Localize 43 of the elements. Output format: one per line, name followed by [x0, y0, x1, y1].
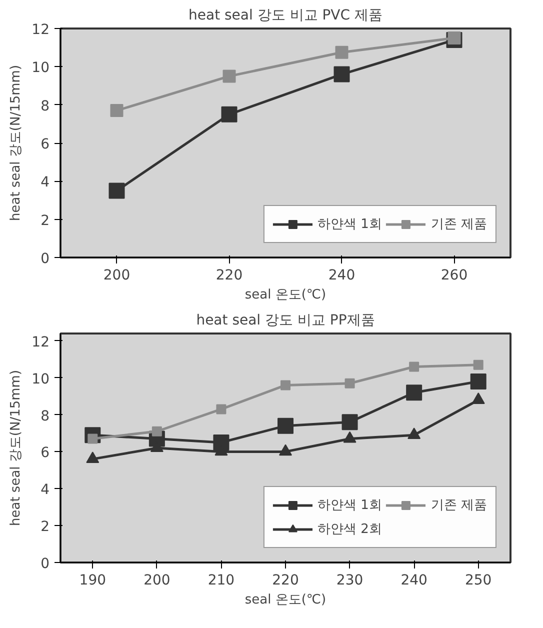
- y-tick-label: 6: [40, 136, 50, 152]
- chart-title: heat seal 강도 비교 PVC 제품: [188, 8, 382, 24]
- x-tick-label: 260: [440, 268, 468, 284]
- y-tick-label: 12: [32, 22, 50, 38]
- x-tick-label: 250: [464, 572, 492, 588]
- point: [448, 32, 461, 45]
- point: [334, 66, 350, 82]
- legend-label: 하얀색 2회: [317, 521, 382, 538]
- y-tick-label: 8: [40, 408, 50, 424]
- y-tick-label: 8: [40, 98, 50, 114]
- x-tick-label: 220: [216, 268, 243, 284]
- y-tick-label: 4: [40, 482, 50, 498]
- legend-label: 기존 제품: [430, 216, 487, 233]
- y-tick-label: 12: [32, 334, 50, 350]
- x-axis-title: seal 온도(℃): [244, 592, 326, 608]
- point: [110, 104, 124, 118]
- y-tick-label: 2: [40, 212, 50, 229]
- point: [221, 106, 238, 122]
- x-axis-title: seal 온도(℃): [244, 288, 326, 302]
- point: [222, 70, 236, 83]
- y-axis-title: heat seal 강도(N/15mm): [8, 64, 24, 222]
- x-tick-label: 240: [328, 268, 356, 284]
- y-tick-label: 10: [32, 371, 50, 388]
- y-tick-label: 10: [32, 60, 50, 76]
- x-tick-label: 220: [272, 572, 299, 588]
- y-tick-label: 2: [40, 519, 50, 536]
- x-tick-label: 240: [400, 572, 428, 588]
- y-tick-label: 6: [40, 445, 50, 462]
- x-tick-label: 230: [336, 572, 364, 588]
- chart-title: heat seal 강도 비교 PP제품: [196, 312, 375, 328]
- legend-label: 기존 제품: [430, 497, 487, 514]
- y-axis-title: heat seal 강도(N/15mm): [8, 370, 24, 526]
- point: [335, 46, 348, 59]
- x-tick-label: 200: [103, 268, 130, 284]
- y-tick-label: 0: [40, 251, 50, 267]
- x-tick-label: 190: [79, 572, 106, 588]
- legend-label: 하얀색 1회: [317, 497, 382, 514]
- x-tick-label: 200: [144, 572, 170, 588]
- x-tick-label: 210: [208, 572, 235, 588]
- y-tick-label: 4: [40, 174, 50, 191]
- y-tick-label: 0: [40, 556, 50, 572]
- point: [108, 182, 125, 199]
- legend-label: 하얀색 1회: [317, 216, 382, 233]
